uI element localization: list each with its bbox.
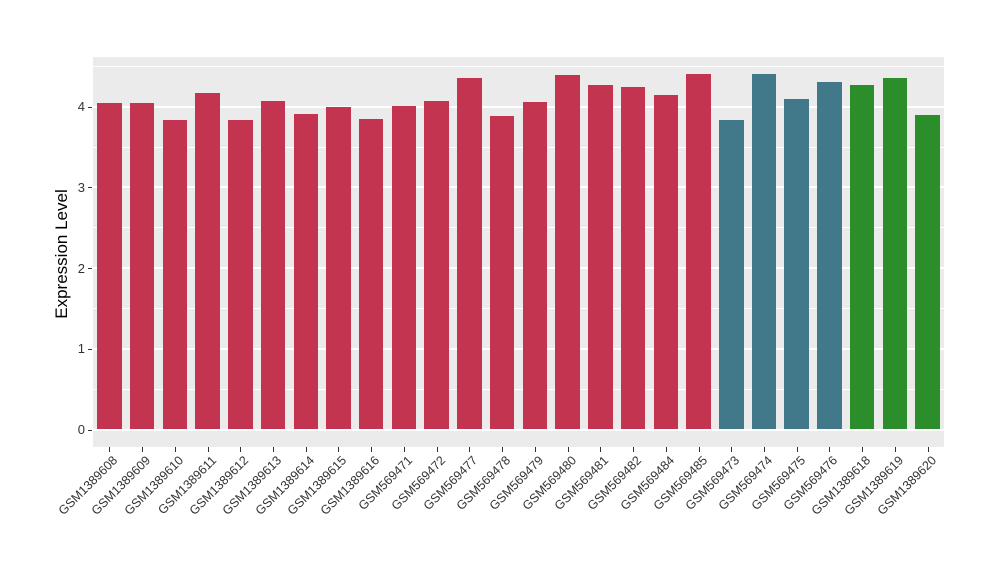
bar-GSM569484	[653, 94, 679, 430]
gridline-minor	[93, 146, 944, 148]
x-tick-mark	[665, 447, 667, 452]
x-tick-mark	[927, 447, 929, 452]
x-tick-mark	[698, 447, 700, 452]
bar-GSM569479	[522, 101, 548, 430]
bar-GSM569474	[751, 74, 777, 430]
gridline-minor	[93, 388, 944, 390]
x-tick-mark	[862, 447, 864, 452]
x-tick-mark	[567, 447, 569, 452]
x-tick-mark	[796, 447, 798, 452]
gridline-major	[93, 347, 944, 350]
bar-GSM569471	[391, 105, 417, 430]
bar-GSM1389618	[849, 84, 875, 430]
x-tick-mark	[142, 447, 144, 452]
x-tick-mark	[534, 447, 536, 452]
x-tick-mark	[305, 447, 307, 452]
x-tick-mark	[894, 447, 896, 452]
y-tick-mark	[88, 348, 92, 350]
gridline-major	[93, 186, 944, 189]
y-tick-label: 0	[77, 422, 85, 437]
bar-GSM1389612	[228, 119, 253, 430]
gridline-minor	[93, 307, 944, 309]
x-tick-mark	[240, 447, 242, 452]
bar-GSM569473	[719, 119, 744, 430]
x-tick-mark	[338, 447, 340, 452]
bar-GSM569472	[424, 101, 449, 430]
bar-GSM569480	[555, 75, 580, 430]
x-tick-mark	[436, 447, 438, 452]
bar-GSM569482	[620, 87, 646, 430]
x-tick-mark	[829, 447, 831, 452]
x-tick-mark	[633, 447, 635, 452]
bar-GSM1389615	[326, 106, 351, 430]
bar-GSM1389609	[129, 103, 155, 430]
y-tick-mark	[88, 187, 92, 189]
x-tick-mark	[600, 447, 602, 452]
gridline-major	[93, 267, 944, 270]
y-tick-mark	[88, 106, 92, 108]
plot-panel	[93, 57, 944, 447]
y-tick-label: 3	[77, 179, 85, 195]
gridline-major	[93, 105, 944, 108]
gridline-major	[93, 428, 944, 431]
bar-GSM1389611	[195, 92, 220, 430]
x-tick-mark	[273, 447, 275, 452]
y-tick-label: 1	[77, 341, 85, 357]
x-tick-mark	[371, 447, 373, 452]
gridline-minor	[93, 65, 944, 67]
bar-GSM1389613	[260, 101, 286, 430]
x-tick-mark	[207, 447, 209, 452]
y-tick-label: 4	[77, 99, 85, 115]
x-tick-mark	[469, 447, 471, 452]
bar-GSM569477	[457, 78, 482, 430]
x-tick-mark	[731, 447, 733, 452]
x-tick-mark	[109, 447, 111, 452]
bar-GSM569478	[489, 115, 515, 430]
bar-GSM1389614	[293, 113, 318, 430]
y-tick-mark	[88, 429, 92, 431]
y-tick-mark	[88, 268, 92, 270]
bar-GSM1389610	[162, 120, 188, 430]
bar-GSM1389619	[882, 77, 908, 430]
bar-GSM569476	[817, 81, 842, 430]
bar-GSM569475	[784, 99, 809, 430]
bar-GSM1389620	[915, 114, 940, 430]
bar-GSM569485	[686, 73, 711, 430]
y-tick-label: 2	[77, 260, 85, 276]
x-tick-mark	[403, 447, 405, 452]
y-axis-title: Expression Level	[52, 189, 71, 319]
x-tick-mark	[763, 447, 765, 452]
bar-GSM1389608	[97, 102, 122, 430]
bar-GSM569481	[588, 84, 613, 430]
gridline-minor	[93, 227, 944, 229]
x-tick-mark	[502, 447, 504, 452]
x-tick-mark	[174, 447, 176, 452]
bar-GSM1389616	[358, 118, 384, 430]
